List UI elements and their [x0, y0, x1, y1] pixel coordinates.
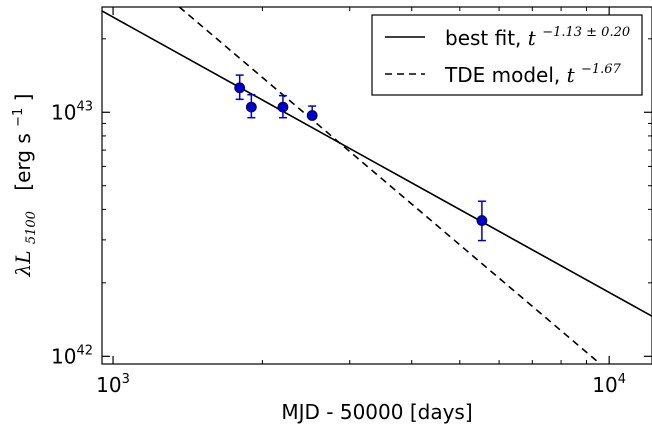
data-point [234, 74, 246, 101]
svg-text:λL 5100 [erg s: λL 5100 [erg s −1 ] [3, 94, 40, 278]
legend: best fit, t −1.13 ± 0.20 TDE model, t −1… [371, 14, 643, 96]
y-axis-label: λL 5100 [erg s −1 ] [3, 94, 40, 278]
legend-tde-t: t [567, 63, 576, 87]
series-lines [102, 7, 652, 364]
minor-ticks [102, 7, 652, 364]
data-point [476, 200, 488, 242]
data-point [245, 93, 257, 119]
major-ticks [102, 7, 652, 364]
y-axis-label-sup: −1 [11, 108, 26, 127]
point-marker [476, 215, 488, 226]
legend-tde-name: TDE model, [444, 63, 567, 87]
legend-best-fit-name: best fit, [445, 26, 528, 50]
x-tick-label: 103 [96, 372, 130, 397]
legend-entry-tde-model: TDE model, t −1.67 [444, 62, 622, 87]
data-points [234, 74, 488, 242]
tde-model-line [178, 7, 601, 364]
legend-best-fit-exp: −1.13 ± 0.20 [542, 25, 630, 40]
legend-box [371, 14, 643, 96]
legend-entry-best-fit: best fit, t −1.13 ± 0.20 [445, 25, 630, 50]
plot-frame [101, 6, 652, 365]
y-axis-label-sub: 5100 [24, 211, 39, 244]
data-point [306, 105, 318, 121]
x-tick-label: 104 [592, 372, 626, 397]
best-fit-line [102, 10, 652, 317]
y-axis-label-symbol: λL [11, 251, 35, 278]
y-axis-label-unit: [erg s [11, 133, 35, 190]
point-marker [306, 110, 318, 121]
point-marker [234, 82, 246, 94]
y-tick-label: 1042 [51, 343, 93, 368]
point-marker [277, 101, 289, 113]
point-marker [245, 101, 257, 113]
legend-best-fit-t: t [528, 26, 537, 50]
tick-labels: 103 104 1042 1043 [51, 99, 626, 397]
y-axis-label-end: ] [11, 94, 35, 102]
y-tick-label: 1043 [51, 99, 93, 124]
legend-tde-exp: −1.67 [581, 62, 622, 77]
data-point [277, 94, 289, 119]
x-axis-label: MJD - 50000 [days] [281, 400, 472, 424]
